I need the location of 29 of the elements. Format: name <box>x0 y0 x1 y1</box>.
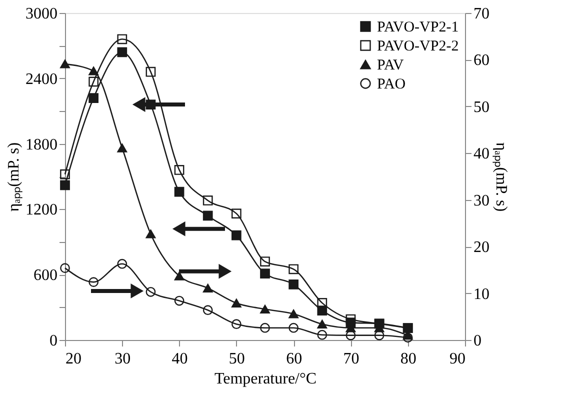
y-tick-label: 0 <box>50 332 58 350</box>
y-axis-title: ηₐₚₚ(mP. s) <box>6 142 22 212</box>
y2-tick-label: 0 <box>474 332 482 350</box>
y2-tick-label: 40 <box>474 146 490 163</box>
y2-tick-label: 50 <box>474 98 490 116</box>
y-tick-label: 1200 <box>26 202 58 219</box>
x-tick-label: 40 <box>172 350 188 368</box>
y2-tick-label: 30 <box>474 192 490 210</box>
y2-tick-label: 20 <box>474 239 490 256</box>
y-tick-label: 2400 <box>26 70 58 88</box>
y-tick-label: 600 <box>34 267 58 284</box>
y2-tick-label: 10 <box>474 286 490 303</box>
y-tick-label: 1800 <box>26 136 58 154</box>
y2-tick-label: 70 <box>474 6 490 22</box>
legend-label: PAO <box>377 76 406 92</box>
y2-axis-title: ηₐₚₚ(mP. s) <box>492 142 510 212</box>
x-tick-label: 70 <box>343 350 360 368</box>
x-tick-label: 90 <box>450 350 466 368</box>
x-tick-label: 50 <box>228 350 245 368</box>
legend-label: PAV <box>377 58 404 74</box>
legend-label: PAVO-VP2-2 <box>377 38 459 54</box>
x-tick-label: 60 <box>286 350 302 368</box>
y2-tick-label: 60 <box>474 52 490 70</box>
x-tick-label: 20 <box>66 350 82 368</box>
x-tick-label: 80 <box>400 350 416 368</box>
x-axis-title: Temperature/°C <box>214 370 317 388</box>
x-tick-label: 30 <box>114 350 131 368</box>
legend-label: PAVO-VP2-1 <box>377 20 459 36</box>
y-tick-label: 3000 <box>26 6 58 22</box>
